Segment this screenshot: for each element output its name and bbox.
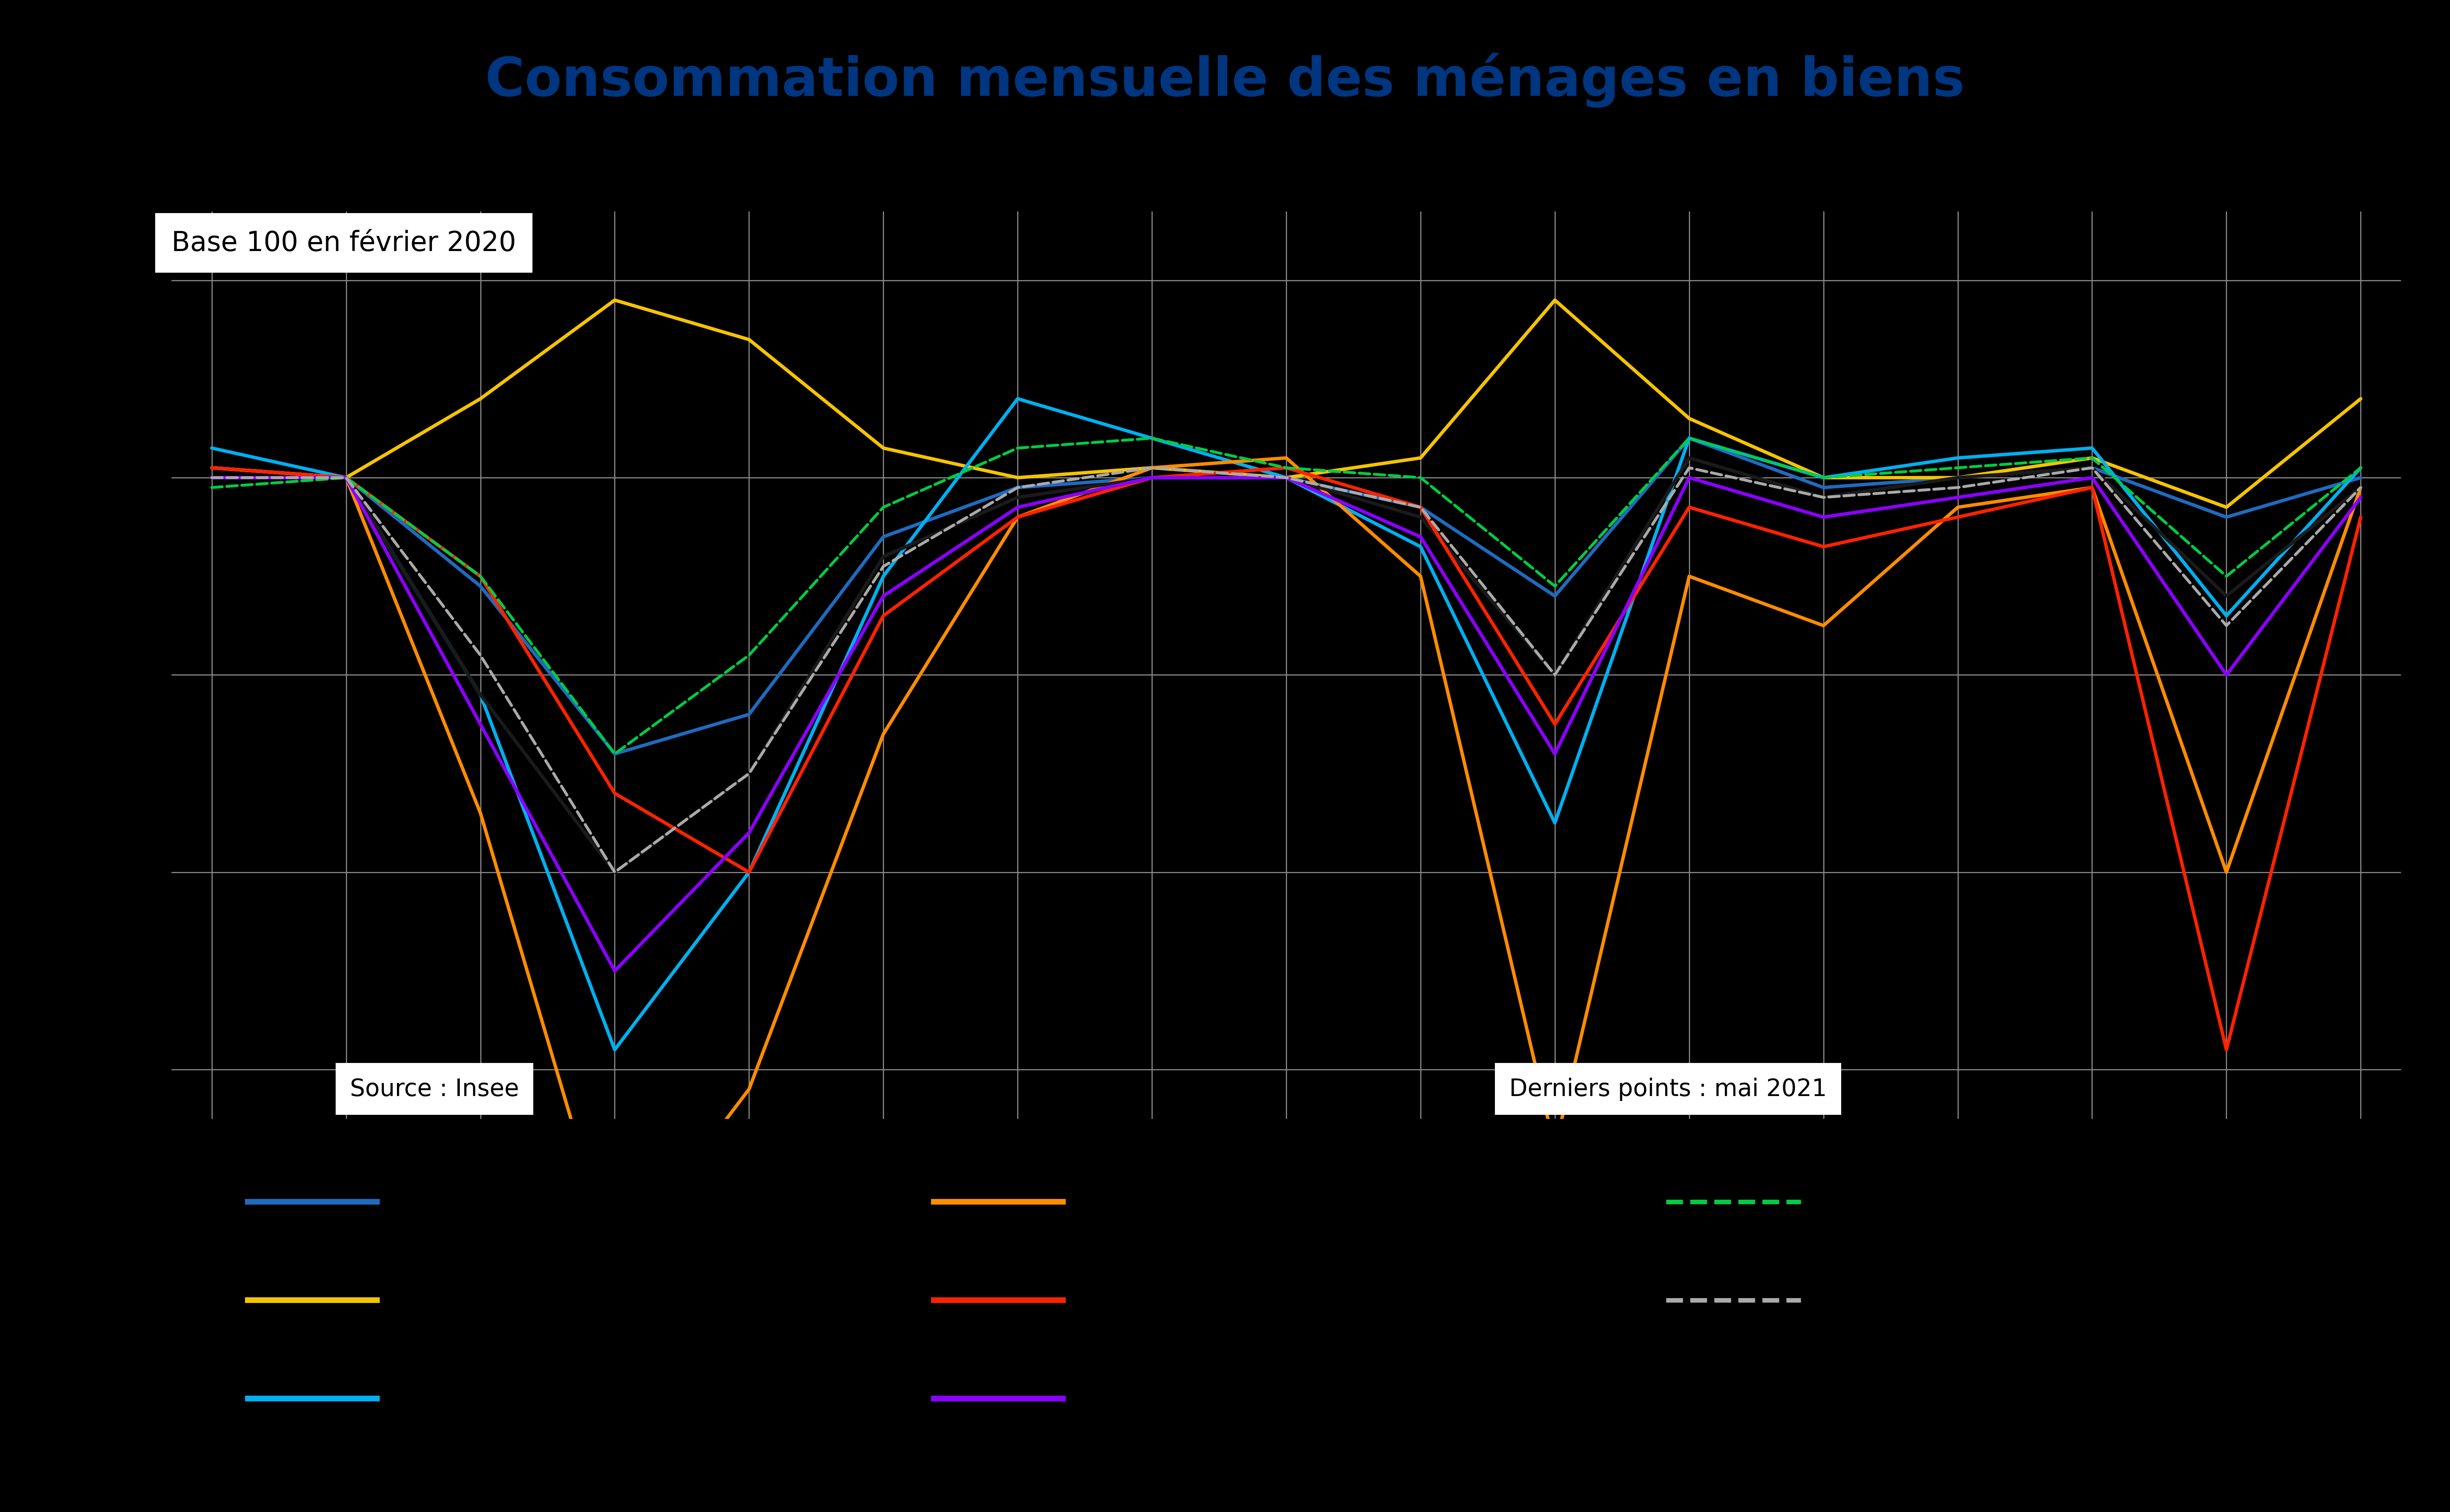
- Text: Base 100 en février 2020: Base 100 en février 2020: [172, 230, 517, 257]
- Text: Derniers points : mai 2021: Derniers points : mai 2021: [1509, 1078, 1828, 1101]
- Text: Source : Insee: Source : Insee: [350, 1078, 519, 1101]
- Text: Consommation mensuelle des ménages en biens: Consommation mensuelle des ménages en bi…: [485, 53, 1965, 107]
